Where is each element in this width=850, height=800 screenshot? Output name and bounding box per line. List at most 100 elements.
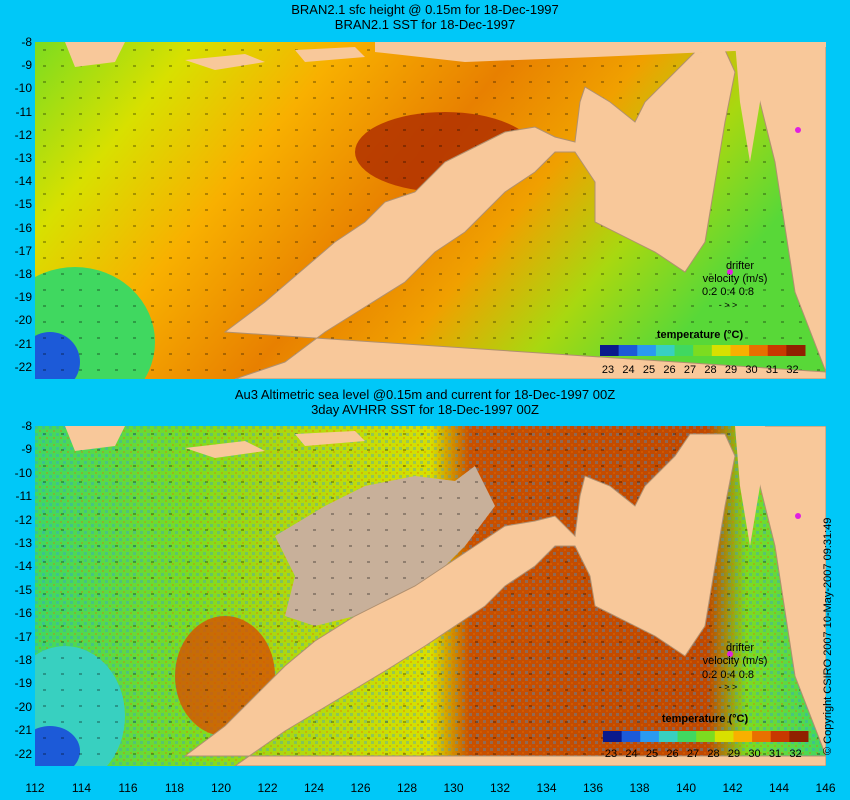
- drifter-marker: [795, 513, 801, 519]
- colorbar-swatch: [618, 345, 638, 356]
- drifter-velocity-label: velocity (m/s): [703, 655, 768, 667]
- panel1-title-line1: BRAN2.1 sfc height @ 0.15m for 18-Dec-19…: [291, 2, 559, 17]
- copyright-notice: © Copyright CSIRO 2007 10-May-2007 09:31…: [822, 517, 834, 755]
- y-tick-label: -9: [21, 442, 32, 457]
- x-tick-label: 136: [582, 781, 604, 795]
- colorbar-tick-label: 30: [745, 364, 757, 376]
- y-tick-label: -11: [15, 104, 32, 119]
- y-tick-label: -18: [14, 653, 32, 667]
- x-tick-label: 116: [118, 781, 138, 795]
- y-tick-label: -12: [14, 127, 32, 142]
- y-tick-label: -19: [14, 290, 32, 305]
- y-tick-label: -16: [14, 606, 32, 621]
- colorbar: [603, 731, 809, 742]
- x-tick-label: 140: [675, 781, 697, 795]
- colorbar-swatch: [733, 731, 753, 742]
- y-tick-label: -18: [14, 267, 32, 281]
- colorbar-swatch: [603, 731, 623, 742]
- map-panel-observed: drifter velocity (m/s) 0.2 0.4 0.8 - > >…: [35, 426, 826, 766]
- colorbar-swatch: [621, 731, 641, 742]
- drifter-velocity-label: velocity (m/s): [703, 273, 768, 285]
- x-tick-label: 144: [768, 781, 790, 795]
- colorbar-swatch: [674, 345, 694, 356]
- y-tick-label: -12: [14, 512, 32, 527]
- drifter-velocity-arrows: - > >: [719, 300, 738, 310]
- colorbar-tick-label: 27: [684, 364, 696, 376]
- drifter-velocity-scale: 0.2 0.4 0.8: [702, 286, 754, 298]
- y-tick-label: -16: [14, 220, 32, 235]
- colorbar-tick-label: 29: [725, 364, 737, 376]
- colorbar-tick-label: 25: [646, 748, 658, 760]
- new-guinea-land: [375, 42, 826, 62]
- colorbar-tick-label: 32: [786, 364, 798, 376]
- colorbar-swatch: [770, 731, 790, 742]
- drifter-marker: [727, 269, 733, 275]
- y-tick-label: -14: [14, 559, 32, 574]
- indonesia-land: [65, 426, 365, 458]
- colorbar-tick-label: 26: [666, 748, 678, 760]
- x-tick-label: 130: [443, 781, 464, 795]
- colorbar-swatch: [714, 731, 734, 742]
- drifter-label: drifter: [726, 260, 754, 272]
- colorbar-tick-label: 30: [748, 748, 760, 760]
- panel1-title-line2: BRAN2.1 SST for 18-Dec-1997: [334, 17, 516, 32]
- y-tick-label: -11: [15, 489, 32, 504]
- y-tick-label: -10: [14, 465, 32, 480]
- colorbar-ticks: 23 24 25 26 27 28 29 30 31 32: [605, 748, 802, 760]
- cape-york-land: [735, 42, 765, 162]
- x-tick-label: 142: [722, 781, 743, 795]
- drifter-velocity-scale: 0.2 0.4 0.8: [702, 669, 754, 681]
- panel2-title-line2: 3day AVHRR SST for 18-Dec-1997 00Z: [311, 402, 539, 417]
- y-tick-label: -19: [14, 676, 32, 691]
- colorbar-swatch: [655, 345, 676, 356]
- colorbar-tick-label: 23: [605, 748, 617, 760]
- drifter-velocity-arrows: - > >: [719, 682, 738, 692]
- x-tick-label: 134: [536, 781, 557, 795]
- x-tick-label: 146: [815, 781, 836, 795]
- colorbar-tick-label: 25: [643, 364, 655, 376]
- drifter-label: drifter: [726, 642, 754, 654]
- y-tick-label: -13: [14, 151, 32, 165]
- colorbar-tick-label: 32: [789, 748, 801, 760]
- colorbar-swatch: [637, 345, 657, 356]
- colorbar-swatch: [600, 345, 620, 356]
- y-tick-label: -17: [14, 243, 32, 258]
- x-tick-label: 128: [396, 781, 418, 795]
- colorbar-swatch: [749, 345, 769, 356]
- y-tick-label: -15: [14, 582, 32, 597]
- y-tick-label: -8: [21, 35, 32, 49]
- colorbar-swatch: [677, 731, 697, 742]
- colorbar-swatch: [658, 731, 679, 742]
- colorbar-tick-label: 23: [602, 364, 614, 376]
- colorbar-tick-label: 28: [704, 364, 716, 376]
- australia-land: [223, 42, 826, 379]
- colorbar-ticks: 23 24 25 26 27 28 29 30 31 32: [602, 364, 799, 376]
- colorbar-swatch: [696, 731, 716, 742]
- colorbar-tick-label: 26: [663, 364, 675, 376]
- colorbar-swatch: [693, 345, 713, 356]
- x-tick-label: 112: [25, 781, 45, 795]
- colorbar-tick-label: 29: [728, 748, 740, 760]
- colorbar-swatch: [711, 345, 731, 356]
- y-tick-label: -20: [14, 313, 32, 328]
- colorbar-tick-label: 24: [625, 748, 637, 760]
- y-tick-label: -21: [14, 336, 32, 351]
- colorbar-title: temperature (°C): [657, 329, 744, 341]
- y-tick-label: -15: [14, 197, 32, 212]
- y-tick-label: -22: [14, 359, 32, 374]
- x-tick-label: 124: [303, 781, 325, 795]
- y-tick-label: -8: [21, 419, 32, 433]
- colorbar: [600, 345, 806, 356]
- x-tick-label: 122: [257, 781, 278, 795]
- colorbar-swatch: [730, 345, 750, 356]
- y-tick-label: -22: [14, 746, 32, 761]
- drifter-marker: [795, 127, 801, 133]
- colorbar-swatch: [640, 731, 660, 742]
- colorbar-swatch: [767, 345, 787, 356]
- map-panel-model: drifter velocity (m/s) 0.2 0.4 0.8 - > >…: [35, 42, 826, 379]
- colorbar-tick-label: 24: [622, 364, 634, 376]
- y-tick-label: -20: [14, 699, 32, 714]
- colorbar-swatch: [789, 731, 809, 742]
- y-tick-label: -21: [14, 723, 32, 738]
- x-tick-label: 126: [350, 781, 371, 795]
